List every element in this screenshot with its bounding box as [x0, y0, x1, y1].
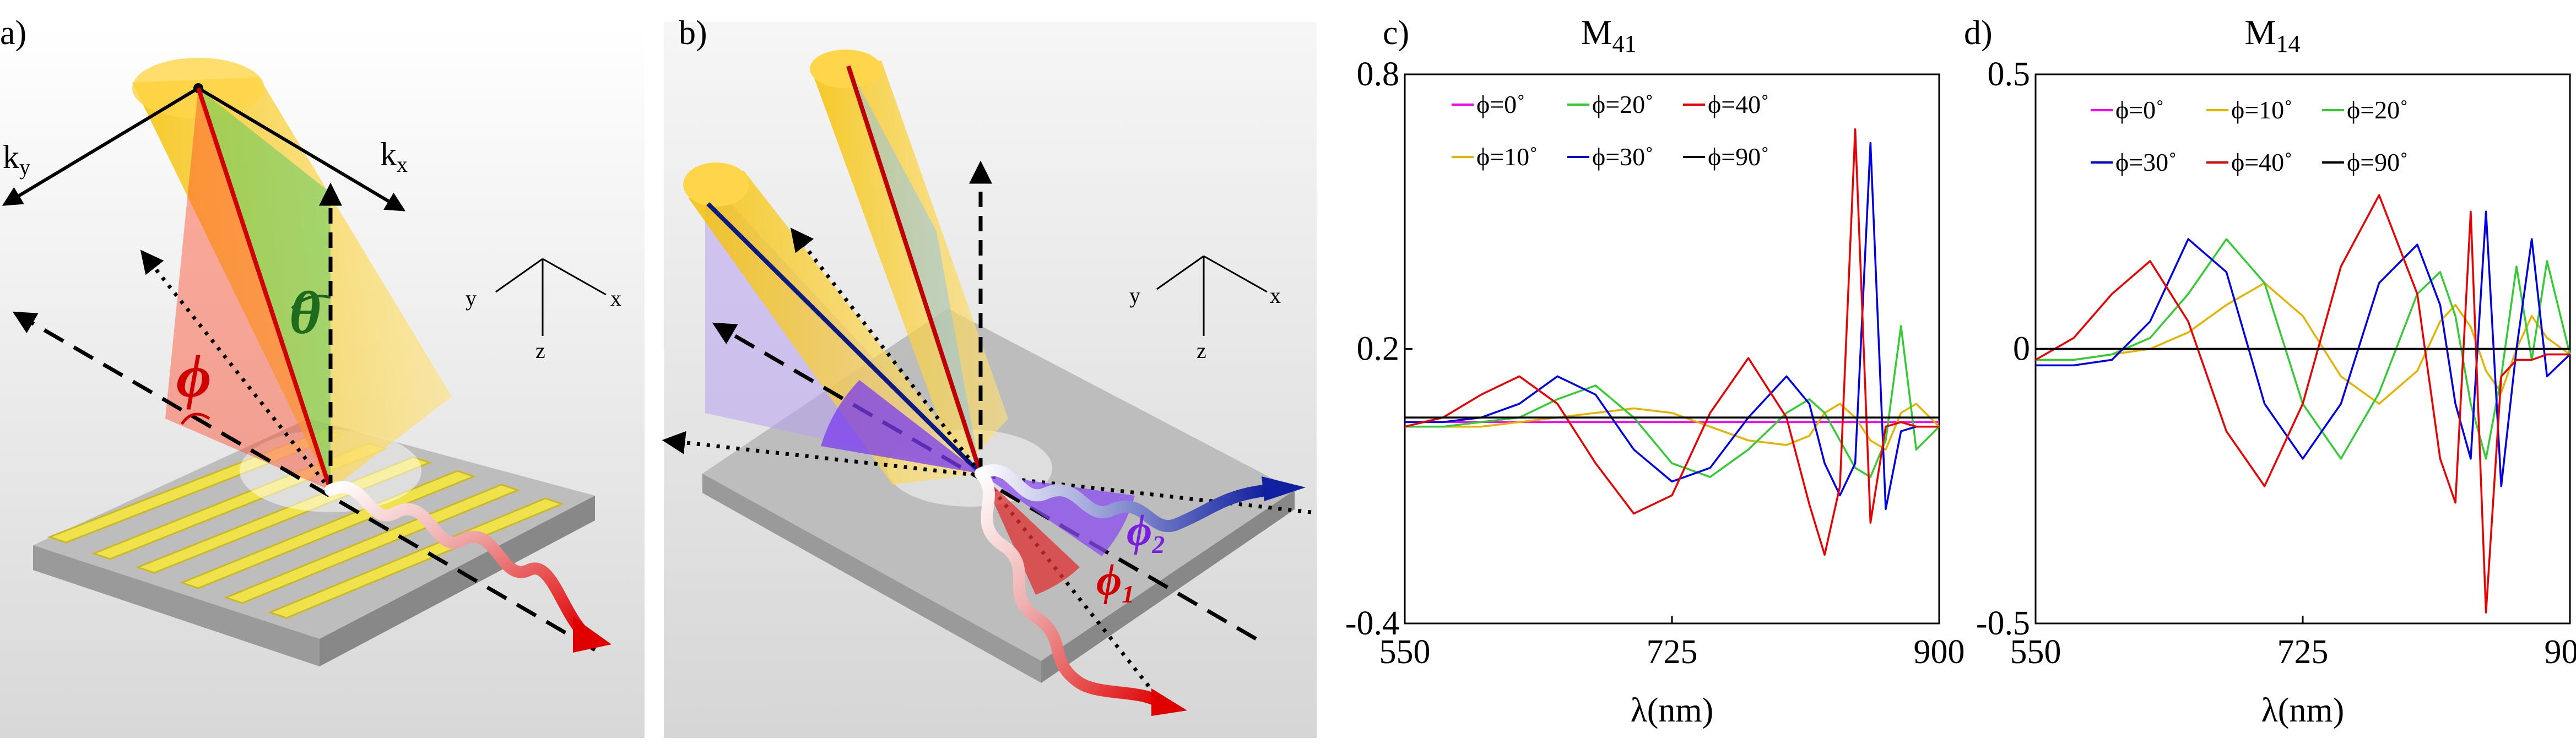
- chart-d-plot: [2035, 194, 2571, 614]
- chart-d: d) M14 ϕ=0˚ ϕ=10˚ ϕ=20˚ ϕ=30˚ ϕ=40˚ ϕ=90˚ 550…: [1964, 13, 2576, 729]
- phi-arc: [180, 413, 210, 425]
- chart-d-title: M14: [2245, 13, 2301, 57]
- legend-entry: ϕ=90˚: [1708, 143, 1769, 171]
- cone-2-top: [683, 162, 749, 207]
- coord-z-a: z: [535, 338, 545, 363]
- chart-d-legend: ϕ=0˚ ϕ=10˚ ϕ=20˚ ϕ=30˚ ϕ=40˚ ϕ=90˚: [2091, 96, 2408, 176]
- kx-axis: [197, 86, 406, 211]
- phi2-sector: [981, 474, 1135, 556]
- chart-c-plot: [1404, 128, 1940, 556]
- legend-entry: ϕ=10˚: [1476, 143, 1538, 171]
- coord-y-b: y: [1129, 283, 1140, 308]
- coord-y-a: y: [466, 286, 477, 311]
- cone-1: [810, 61, 1008, 474]
- wave-blue: [975, 464, 1273, 533]
- coord-triad-b: [1156, 255, 1268, 336]
- series-line-3: [1405, 142, 1939, 511]
- chart-c-title: M41: [1581, 13, 1637, 57]
- incident-ray-2: [706, 202, 982, 475]
- legend-entry: ϕ=0˚: [1476, 90, 1525, 118]
- x-tick-label: 725: [2277, 633, 2329, 671]
- wave-red-b: [975, 468, 1168, 711]
- x-tick-label: 900: [1914, 633, 1965, 671]
- x-tick-label: 725: [1647, 633, 1698, 671]
- legend-entry: ϕ=90˚: [2347, 148, 2408, 176]
- theta-label: θ: [289, 279, 321, 346]
- series-line-1: [1405, 403, 1940, 451]
- grating-slab-front: [320, 496, 595, 666]
- phi1-label: ϕ1: [1096, 556, 1134, 608]
- wave-blue-arrowhead: [1262, 476, 1306, 501]
- series-line-1: [2036, 282, 2571, 405]
- wave-red-b-arrowhead: [1151, 688, 1187, 716]
- y-tick-label: 0.5: [1988, 56, 2031, 93]
- y-tick-label: 0.2: [1357, 330, 1400, 368]
- incident-ray-1: [846, 65, 983, 475]
- coord-x-a: x: [610, 286, 621, 311]
- light-cone: [132, 77, 452, 490]
- projection-line: [140, 249, 332, 492]
- theta-arc: [291, 295, 331, 310]
- chart-c: c) M41 ϕ=0˚ ϕ=20˚ ϕ=40˚ ϕ=10˚ ϕ=30˚ ϕ=90˚ 550…: [1345, 13, 1965, 729]
- ky-axis: [2, 86, 199, 206]
- series-line-3: [2036, 210, 2571, 487]
- y-tick-label: 0: [2013, 330, 2030, 368]
- series-line-4: [1404, 128, 1939, 556]
- chart-d-ticks: 550 725 900 0.5 0 -0.5: [1976, 56, 2576, 671]
- series-line-4: [2035, 194, 2570, 614]
- wave-arrowhead: [573, 617, 611, 653]
- y-tick-label: -0.4: [1345, 605, 1399, 642]
- chart-d-panel-label: d): [1964, 14, 1993, 52]
- grating-slab-side: [33, 545, 320, 666]
- panel-b: b) ϕ2 ϕ1 y x z: [662, 14, 1317, 738]
- x-tick-label: 550: [2010, 633, 2061, 671]
- panel-a-label: a): [0, 14, 26, 52]
- grating-axis: [12, 311, 596, 652]
- x-tick-label: 550: [1379, 633, 1431, 671]
- legend-entry: ϕ=0˚: [2115, 96, 2164, 124]
- phi2-label: ϕ2: [1127, 507, 1165, 558]
- y-tick-label: -0.5: [1976, 605, 2030, 642]
- legend-entry: ϕ=20˚: [1592, 90, 1653, 118]
- chart-c-panel-label: c): [1383, 14, 1409, 52]
- legend-entry: ϕ=40˚: [1708, 90, 1769, 118]
- diffracted-wave: [324, 481, 590, 639]
- phi-plane: [165, 88, 331, 490]
- chart-c-legend: ϕ=0˚ ϕ=20˚ ϕ=40˚ ϕ=10˚ ϕ=30˚ ϕ=90˚: [1452, 90, 1769, 171]
- projection-b: [790, 227, 982, 475]
- chart-c-ticks: 550 725 900 0.8 0.2 -0.4: [1345, 56, 1965, 671]
- incident-ray: [196, 87, 333, 491]
- ky-label: ky: [3, 139, 30, 180]
- y-tick-label: 0.8: [1357, 56, 1400, 93]
- coord-z-b: z: [1197, 338, 1206, 363]
- coord-triad-a: [495, 258, 607, 336]
- legend-entry: ϕ=30˚: [2115, 148, 2177, 176]
- phi1-sector: [981, 474, 1080, 595]
- substrate-side: [702, 474, 1041, 683]
- kx-label: kx: [380, 136, 408, 177]
- legend-entry: ϕ=20˚: [2347, 96, 2408, 124]
- coord-x-b: x: [1270, 283, 1281, 308]
- x-tick-label: 900: [2545, 633, 2576, 671]
- cone-1-top: [810, 50, 881, 88]
- chart-c-xlabel: λ(nm): [1631, 692, 1714, 729]
- phi-sector-b: [821, 380, 981, 474]
- panel-b-label: b): [679, 14, 707, 52]
- series-line-2: [2036, 238, 2571, 460]
- legend-entry: ϕ=40˚: [2231, 148, 2292, 176]
- legend-entry: ϕ=10˚: [2231, 96, 2292, 124]
- legend-entry: ϕ=30˚: [1592, 143, 1653, 171]
- phi-label: ϕ: [176, 343, 212, 410]
- panel-a: a) ky kx θ: [0, 14, 645, 738]
- chart-d-xlabel: λ(nm): [2261, 692, 2345, 729]
